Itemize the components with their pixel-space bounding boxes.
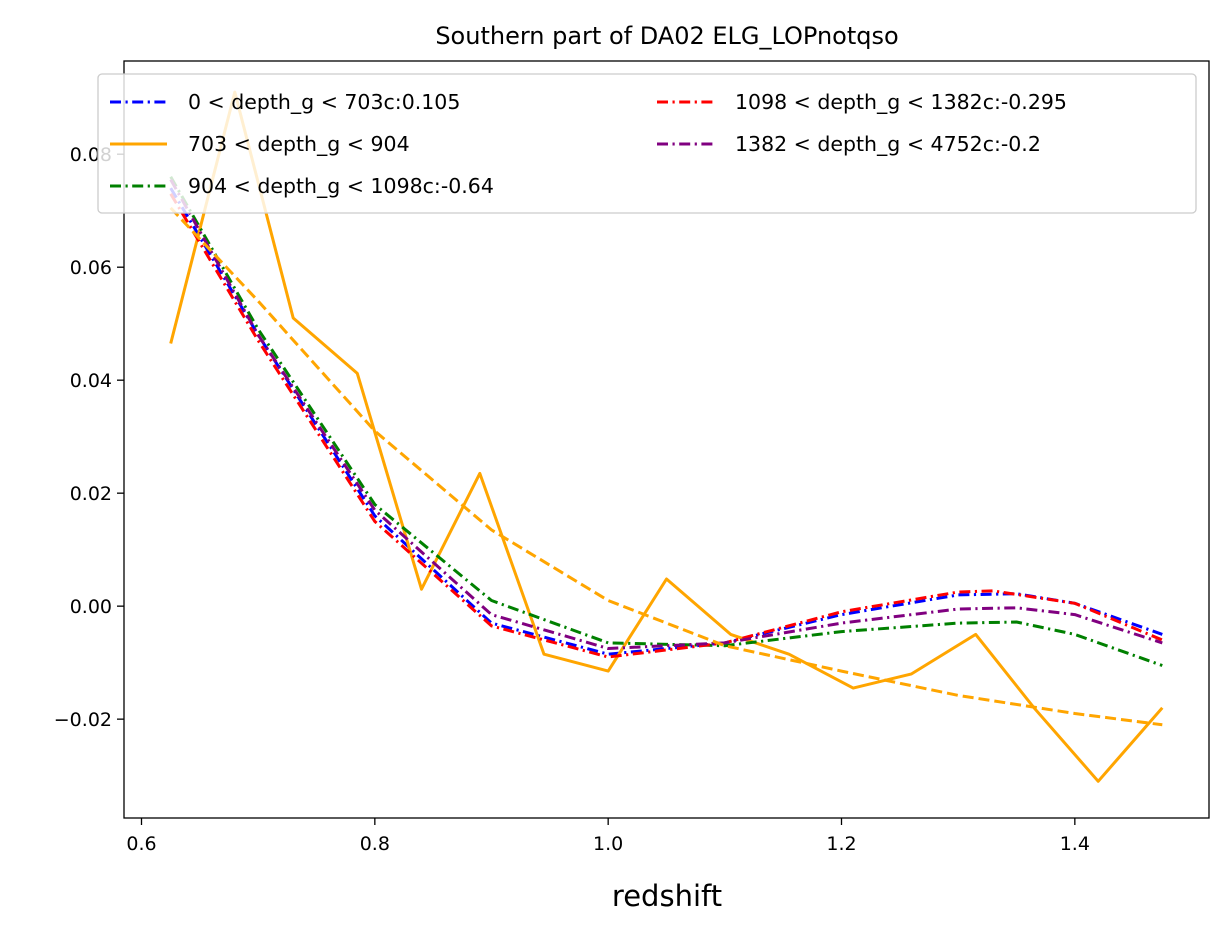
series-line-1 [169, 187, 1163, 656]
y-axis: −0.020.000.020.040.060.08 [54, 144, 124, 731]
series-layer [169, 90, 1164, 783]
y-tick-label: 0.06 [70, 257, 112, 279]
legend-label: 1382 < depth_g < 4752c:-0.2 [735, 132, 1041, 157]
series-line-6 [169, 206, 1163, 727]
series-line-5 [169, 178, 1163, 650]
series-line-3 [169, 176, 1163, 667]
legend: 0 < depth_g < 703c:0.105 703 < depth_g < … [97, 73, 1197, 214]
x-tick-label: 0.8 [360, 833, 390, 855]
x-tick-label: 1.2 [826, 833, 856, 855]
plot-area: 0.6 0.8 1.0 1.2 1.4 −0.020.000.020.040.060.0… [54, 60, 1210, 855]
y-tick-label: 0.00 [70, 596, 112, 618]
legend-label: 1098 < depth_g < 1382c:-0.295 [735, 90, 1067, 115]
x-axis-label: redshift [612, 879, 722, 913]
series-line-2 [169, 90, 1164, 783]
x-tick-label: 0.6 [126, 833, 156, 855]
legend-label: 904 < depth_g < 1098c:-0.64 [188, 174, 494, 199]
legend-label: 0 < depth_g < 703c:0.105 [188, 90, 460, 115]
series-line-4 [169, 193, 1163, 659]
y-tick-label: 0.04 [70, 370, 112, 392]
plot-frame [123, 60, 1210, 819]
chart-title: Southern part of DA02 ELG_LOPnotqso [435, 22, 898, 50]
x-axis: 0.6 0.8 1.0 1.2 1.4 [126, 818, 1090, 855]
x-tick-label: 1.0 [593, 833, 623, 855]
x-tick-label: 1.4 [1060, 833, 1090, 855]
y-tick-label: 0.02 [70, 483, 112, 505]
legend-box [97, 73, 1197, 214]
y-tick-label: −0.02 [54, 709, 112, 731]
legend-label: 703 < depth_g < 904 [188, 132, 410, 157]
